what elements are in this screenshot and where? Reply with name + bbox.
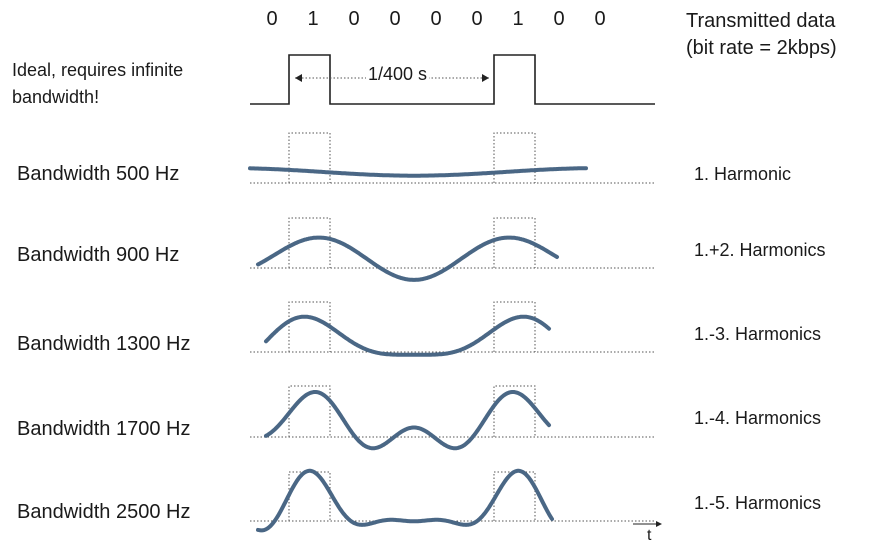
reference-pulse [288, 471, 536, 521]
bit-label: 0 [430, 8, 442, 30]
bit-label: 0 [594, 8, 606, 30]
reference-pulse [288, 217, 536, 268]
bandwidth-label: Bandwidth 2500 Hz [17, 501, 191, 523]
harmonic-waveform [256, 235, 559, 282]
harmonic-waveform [248, 166, 588, 178]
harmonics-label: 1.-5. Harmonics [694, 493, 822, 513]
ideal-line: Ideal, requires infinite [12, 60, 184, 80]
harmonics-label: 1.+2. Harmonics [694, 240, 826, 260]
transmitted-data-title: Transmitted data (bit rate = 2kbps) [686, 8, 837, 62]
bit-label: 0 [266, 8, 278, 30]
bandwidth-label: Bandwidth 500 Hz [17, 163, 180, 185]
bit-label: 0 [553, 8, 565, 30]
harmonics-label: 1.-4. Harmonics [694, 408, 822, 428]
bit-label: 1 [307, 8, 319, 30]
ideal-line: bandwidth! [12, 87, 100, 107]
harmonic-waveform [256, 468, 554, 533]
title-line: (bit rate = 2kbps) [686, 37, 837, 59]
title-line: Transmitted data [686, 10, 836, 32]
harmonics-label: 1.-3. Harmonics [694, 324, 822, 344]
bit-label: 0 [348, 8, 360, 30]
period-arrow-head-left [295, 74, 302, 82]
time-axis-arrowhead [656, 521, 662, 527]
reference-pulse [288, 132, 536, 183]
bandwidth-label: Bandwidth 1300 Hz [17, 333, 191, 355]
harmonic-waveform [264, 390, 551, 451]
ideal-label: Ideal, requires infinite bandwidth! [12, 57, 183, 111]
harmonics-label: 1. Harmonic [694, 164, 792, 184]
bandwidth-label: Bandwidth 900 Hz [17, 244, 180, 266]
period-label: 1/400 s [366, 64, 430, 85]
period-arrow-head-right [482, 74, 489, 82]
bit-label: 0 [471, 8, 483, 30]
bandwidth-label: Bandwidth 1700 Hz [17, 418, 191, 440]
bit-label: 1 [512, 8, 524, 30]
harmonic-waveform [264, 314, 551, 357]
time-axis-label: t [647, 527, 652, 544]
bit-label: 0 [389, 8, 401, 30]
ideal-square-wave [250, 54, 655, 105]
